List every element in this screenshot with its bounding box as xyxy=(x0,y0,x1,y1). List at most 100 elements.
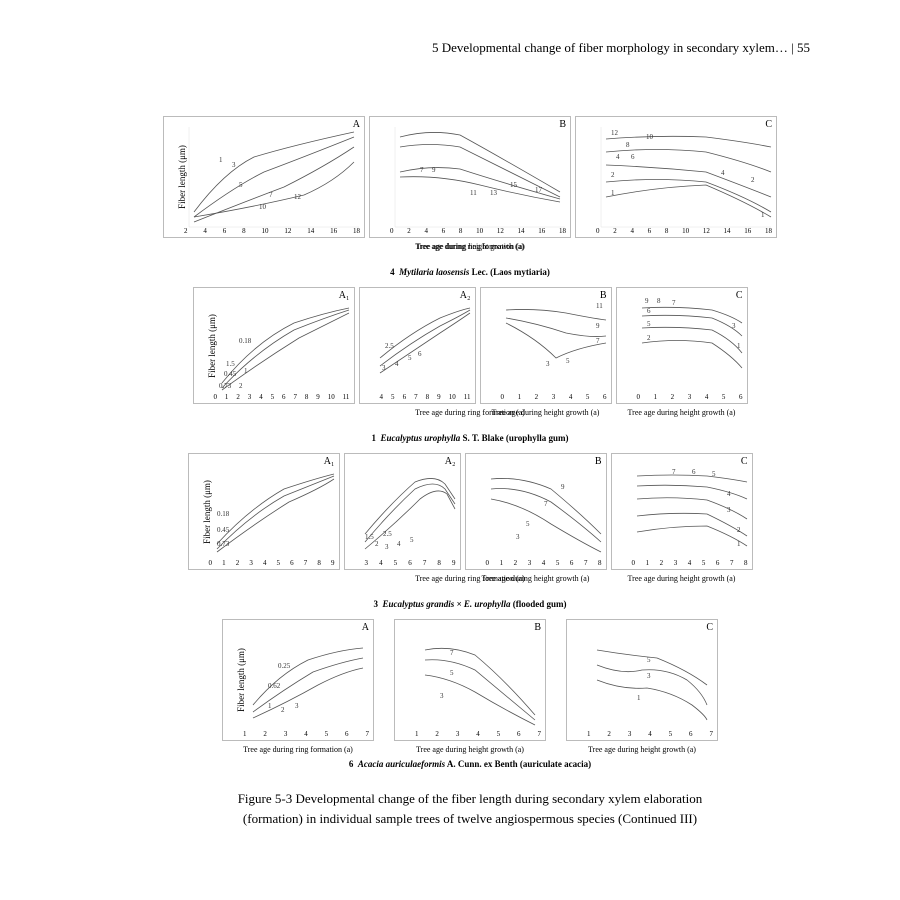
svg-text:7: 7 xyxy=(420,166,424,174)
svg-text:3: 3 xyxy=(516,533,520,541)
svg-text:5: 5 xyxy=(450,669,454,677)
panel-3A2: A₂ 1.52 2.53 45 3456789 xyxy=(344,453,461,570)
xticks: 1234567 xyxy=(243,730,369,738)
svg-text:3: 3 xyxy=(385,543,389,551)
svg-text:2: 2 xyxy=(737,526,741,534)
row-2: Fiber length (μm) A₁ 0.181.5 0.451 0.732… xyxy=(100,287,840,404)
svg-text:12: 12 xyxy=(294,193,302,201)
svg-text:2: 2 xyxy=(751,176,755,184)
svg-text:2: 2 xyxy=(647,334,651,342)
svg-text:4: 4 xyxy=(397,540,401,548)
species-3: 3 Eucalyptus grandis × E. urophylla (flo… xyxy=(100,599,840,609)
xticks: 24681012141618 xyxy=(184,227,360,235)
svg-text:9: 9 xyxy=(645,297,649,305)
svg-text:1: 1 xyxy=(219,156,223,164)
svg-text:3: 3 xyxy=(732,322,736,330)
svg-text:0.73: 0.73 xyxy=(219,382,232,390)
svg-text:6: 6 xyxy=(631,153,635,161)
svg-text:2.5: 2.5 xyxy=(383,530,392,538)
xticks: 0123456 xyxy=(637,393,743,401)
xlabel: Tree age during height growth (a) xyxy=(492,408,600,417)
svg-text:15: 15 xyxy=(510,181,518,189)
svg-text:8: 8 xyxy=(657,297,661,305)
svg-text:4: 4 xyxy=(727,490,731,498)
svg-text:2.5: 2.5 xyxy=(385,342,394,350)
svg-text:11: 11 xyxy=(470,189,477,197)
svg-text:4: 4 xyxy=(721,169,725,177)
xlabel: Tree age during height growth (a) xyxy=(628,574,736,583)
svg-text:4: 4 xyxy=(395,360,399,368)
svg-text:1.5: 1.5 xyxy=(365,533,374,541)
xticks: 01234567891011 xyxy=(214,393,350,401)
svg-text:6: 6 xyxy=(647,307,651,315)
svg-text:13: 13 xyxy=(490,189,498,197)
xticks: 0123456789 xyxy=(209,559,335,567)
svg-text:0.45: 0.45 xyxy=(217,526,230,534)
xlabel: Tree age during ring formation (a) xyxy=(243,745,353,754)
svg-text:10: 10 xyxy=(646,133,654,141)
page-header: 5 Developmental change of fiber morpholo… xyxy=(0,0,900,56)
species-6: 6 Acacia auriculaeformis A. Cunn. ex Ben… xyxy=(100,759,840,769)
svg-text:2: 2 xyxy=(281,706,285,714)
svg-text:2: 2 xyxy=(611,171,615,179)
row-4: Fiber length (μm) A 0.250.62 123 1234567… xyxy=(100,619,840,741)
svg-text:0.25: 0.25 xyxy=(278,662,291,670)
panel-3A1: Fiber length (μm) A₁ 0.180.450.73 012345… xyxy=(188,453,340,570)
svg-text:0.18: 0.18 xyxy=(217,510,230,518)
svg-text:7: 7 xyxy=(596,337,600,345)
svg-text:0.62: 0.62 xyxy=(268,682,281,690)
svg-text:3: 3 xyxy=(440,692,444,700)
svg-text:8: 8 xyxy=(626,141,630,149)
panel-4C: C 531 1234567 Tree age during height gro… xyxy=(566,619,718,741)
xticks: 1234567 xyxy=(587,730,713,738)
svg-text:3: 3 xyxy=(727,506,731,514)
svg-text:1.5: 1.5 xyxy=(226,360,235,368)
svg-text:7: 7 xyxy=(269,191,273,199)
svg-text:1: 1 xyxy=(244,367,248,375)
xlabel: Tree age during height growth (a) xyxy=(416,242,524,251)
svg-text:6: 6 xyxy=(692,468,696,476)
figure-caption: Figure 5-3 Developmental change of the f… xyxy=(100,789,840,828)
svg-text:5: 5 xyxy=(566,357,570,365)
xticks: 3456789 xyxy=(365,559,456,567)
panel-3B: B 97 53 012345678 Tree age during height… xyxy=(465,453,607,570)
xlabel: Tree age during height growth (a) xyxy=(482,574,590,583)
species-1: 1 Eucalyptus urophylla S. T. Blake (urop… xyxy=(100,433,840,443)
xticks: 012345678 xyxy=(486,559,602,567)
xticks: 012345678 xyxy=(632,559,748,567)
svg-text:10: 10 xyxy=(259,203,267,211)
svg-text:3: 3 xyxy=(382,364,386,372)
panel-1A: Fiber length (μm) A 13 57 1012 246810121… xyxy=(163,116,365,238)
panel-1C: C 1210 846 21 421 024681012141618 xyxy=(575,116,777,238)
svg-text:4: 4 xyxy=(616,153,620,161)
svg-text:1: 1 xyxy=(737,342,741,350)
svg-text:3: 3 xyxy=(232,161,236,169)
panel-2B: B 119 753 0123456 Tree age during height… xyxy=(480,287,612,404)
xticks: 0123456 xyxy=(501,393,607,401)
panel-2C: C 987 65 321 0123456 Tree age during hei… xyxy=(616,287,748,404)
svg-text:5: 5 xyxy=(647,656,651,664)
svg-text:7: 7 xyxy=(450,649,454,657)
svg-text:3: 3 xyxy=(647,672,651,680)
svg-text:3: 3 xyxy=(546,360,550,368)
svg-text:17: 17 xyxy=(535,186,543,194)
xticks: 024681012141618 xyxy=(596,227,772,235)
svg-text:0.45: 0.45 xyxy=(224,370,237,378)
svg-text:1: 1 xyxy=(737,540,741,548)
svg-text:1: 1 xyxy=(268,702,272,710)
svg-text:1: 1 xyxy=(637,694,641,702)
svg-text:9: 9 xyxy=(432,166,436,174)
svg-text:2: 2 xyxy=(239,382,243,390)
panel-4A: Fiber length (μm) A 0.250.62 123 1234567… xyxy=(222,619,374,741)
xticks: 4567891011 xyxy=(380,393,471,401)
xticks: 1234567 xyxy=(415,730,541,738)
xlabel: Tree age during height growth (a) xyxy=(588,745,696,754)
panel-2A2: A₂ 2.53 456 4567891011 xyxy=(359,287,476,404)
svg-text:0.18: 0.18 xyxy=(239,337,252,345)
svg-text:11: 11 xyxy=(596,302,603,310)
row-3: Fiber length (μm) A₁ 0.180.450.73 012345… xyxy=(100,453,840,570)
svg-text:6: 6 xyxy=(418,350,422,358)
panel-1B: B 79 1113 1517 024681012141618 Tree age … xyxy=(369,116,571,238)
svg-text:2: 2 xyxy=(375,540,379,548)
xlabel: Tree age during height growth (a) xyxy=(628,408,736,417)
